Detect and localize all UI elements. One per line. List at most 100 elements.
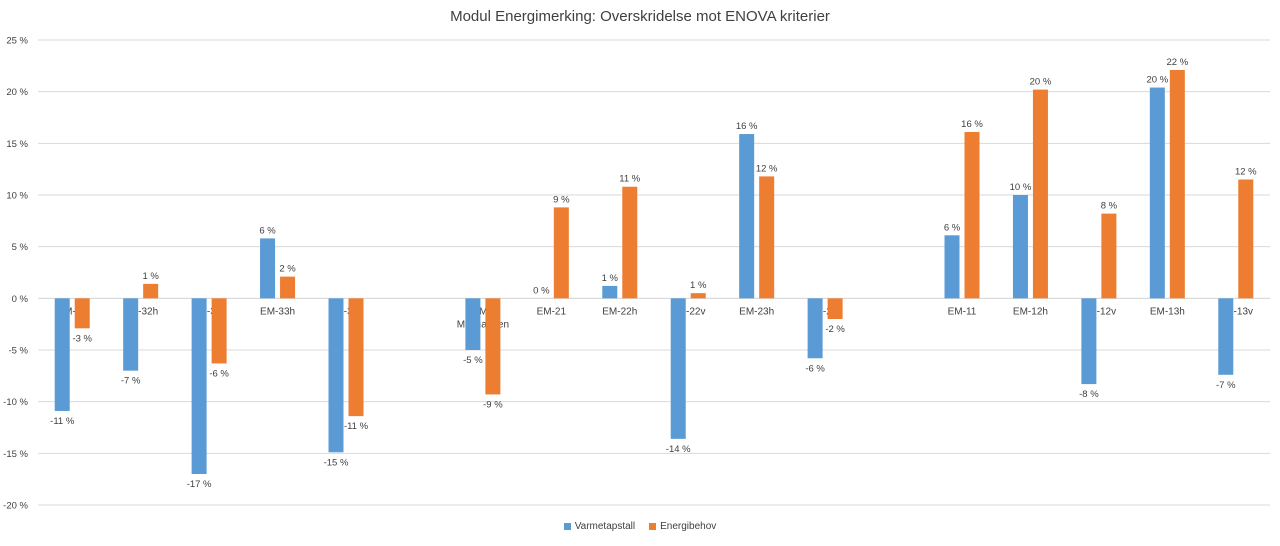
energibehov-bar [485,298,501,395]
data-label: -2 % [825,324,845,335]
data-label: -6 % [209,368,229,379]
data-label: -17 % [187,479,212,490]
category-label: EM-32v [192,306,226,317]
data-label: 6 % [259,225,276,236]
category-label: EM-33h [260,306,295,317]
energibehov-bar [1101,213,1117,299]
category-label: EM-33v [329,306,363,317]
data-label: 16 % [736,121,758,132]
energibehov-bar [690,293,706,299]
varmetapstall-bar [807,298,823,359]
energibehov-bar [74,298,90,329]
category-label: EM-23h [739,306,774,317]
data-label: 8 % [1101,201,1118,212]
y-tick-label: -10 % [3,397,28,408]
energibehov-bar [1032,89,1048,299]
energibehov-bar [348,298,364,417]
chart-title: Modul Energimerking: Overskridelse mot E… [450,8,830,25]
data-label: 11 % [619,174,641,185]
data-label: -11 % [344,421,369,432]
category-label: EM-32h [123,306,158,317]
category-label: EM-11 [948,306,977,317]
category-label: EM-22v [671,306,705,317]
varmetapstall-bar [465,298,481,350]
legend-swatch [563,523,571,530]
data-label: 12 % [756,163,778,174]
data-label: 20 % [1030,77,1052,88]
varmetapstall-bar [1149,87,1165,299]
y-tick-label: -20 % [3,501,28,512]
category-label: EM-21 [537,306,567,317]
data-label: 12 % [1235,167,1257,178]
energibehov-bar [827,298,843,319]
data-label: 1 % [142,271,159,282]
data-label: 10 % [1010,182,1032,193]
y-tick-label: 20 % [6,87,28,98]
y-tick-label: -15 % [3,449,28,460]
category-label: EM-12v [1082,306,1116,317]
data-label: -5 % [463,355,483,366]
legend: Varmetapstall Energibehov [0,521,1280,532]
energibehov-bar [1169,69,1185,299]
data-label: 20 % [1147,75,1169,86]
data-label: 0 % [533,285,550,296]
data-label: -3 % [72,333,92,344]
varmetapstall-bar [944,235,960,299]
category-label: EM-13h [1150,306,1185,317]
varmetapstall-bar [602,285,618,299]
data-label: -9 % [483,399,503,410]
energibehov-bar [964,131,980,299]
y-tick-label: 0 % [12,294,29,305]
data-label: 9 % [553,194,570,205]
category-label: EM-12h [1013,306,1048,317]
y-tick-label: 5 % [12,242,29,253]
energibehov-bar [759,176,775,299]
data-label: 2 % [279,264,296,275]
category-label: EM-31 [57,306,87,317]
energibehov-bar [1238,179,1254,299]
energibehov-bar [143,283,159,299]
varmetapstall-bar [54,298,70,411]
legend-label: Energibehov [660,521,717,532]
varmetapstall-bar [1012,195,1028,299]
varmetapstall-bar [260,238,276,299]
energibehov-bar [622,186,638,299]
varmetapstall-bar [1218,298,1234,375]
energibehov-bar [280,276,296,299]
data-label: -15 % [324,457,349,468]
varmetapstall-bar [123,298,139,371]
varmetapstall-bar [328,298,344,453]
data-label: -7 % [1216,380,1236,391]
data-label: 1 % [690,280,707,291]
category-label: EM5 [473,306,494,317]
category-label: EM-23v [808,306,842,317]
data-label: 22 % [1167,57,1189,68]
legend-label: Varmetapstall [574,521,636,532]
y-tick-label: 10 % [6,191,28,202]
varmetapstall-bar [739,134,755,299]
energibehov-bar [211,298,227,364]
data-label: 1 % [602,273,619,284]
y-tick-label: 25 % [6,36,28,47]
varmetapstall-bar [670,298,686,439]
varmetapstall-bar [1081,298,1097,385]
legend-item: Energibehov [649,521,716,532]
category-label: EM-13v [1219,306,1253,317]
legend-item: Varmetapstall [563,521,636,532]
data-label: -14 % [666,444,691,455]
data-label: 16 % [961,119,983,130]
energibehov-bar [553,207,569,299]
category-label: Malmaugen [457,319,509,330]
data-label: -7 % [121,376,141,387]
category-label: EM-22h [602,306,637,317]
data-label: -11 % [50,416,75,427]
y-tick-label: -5 % [8,346,28,357]
data-label: -8 % [1079,389,1099,400]
y-tick-label: 15 % [6,139,28,150]
legend-swatch [649,523,657,530]
data-label: 6 % [944,222,961,233]
varmetapstall-bar [191,298,207,474]
data-label: -6 % [805,363,825,374]
